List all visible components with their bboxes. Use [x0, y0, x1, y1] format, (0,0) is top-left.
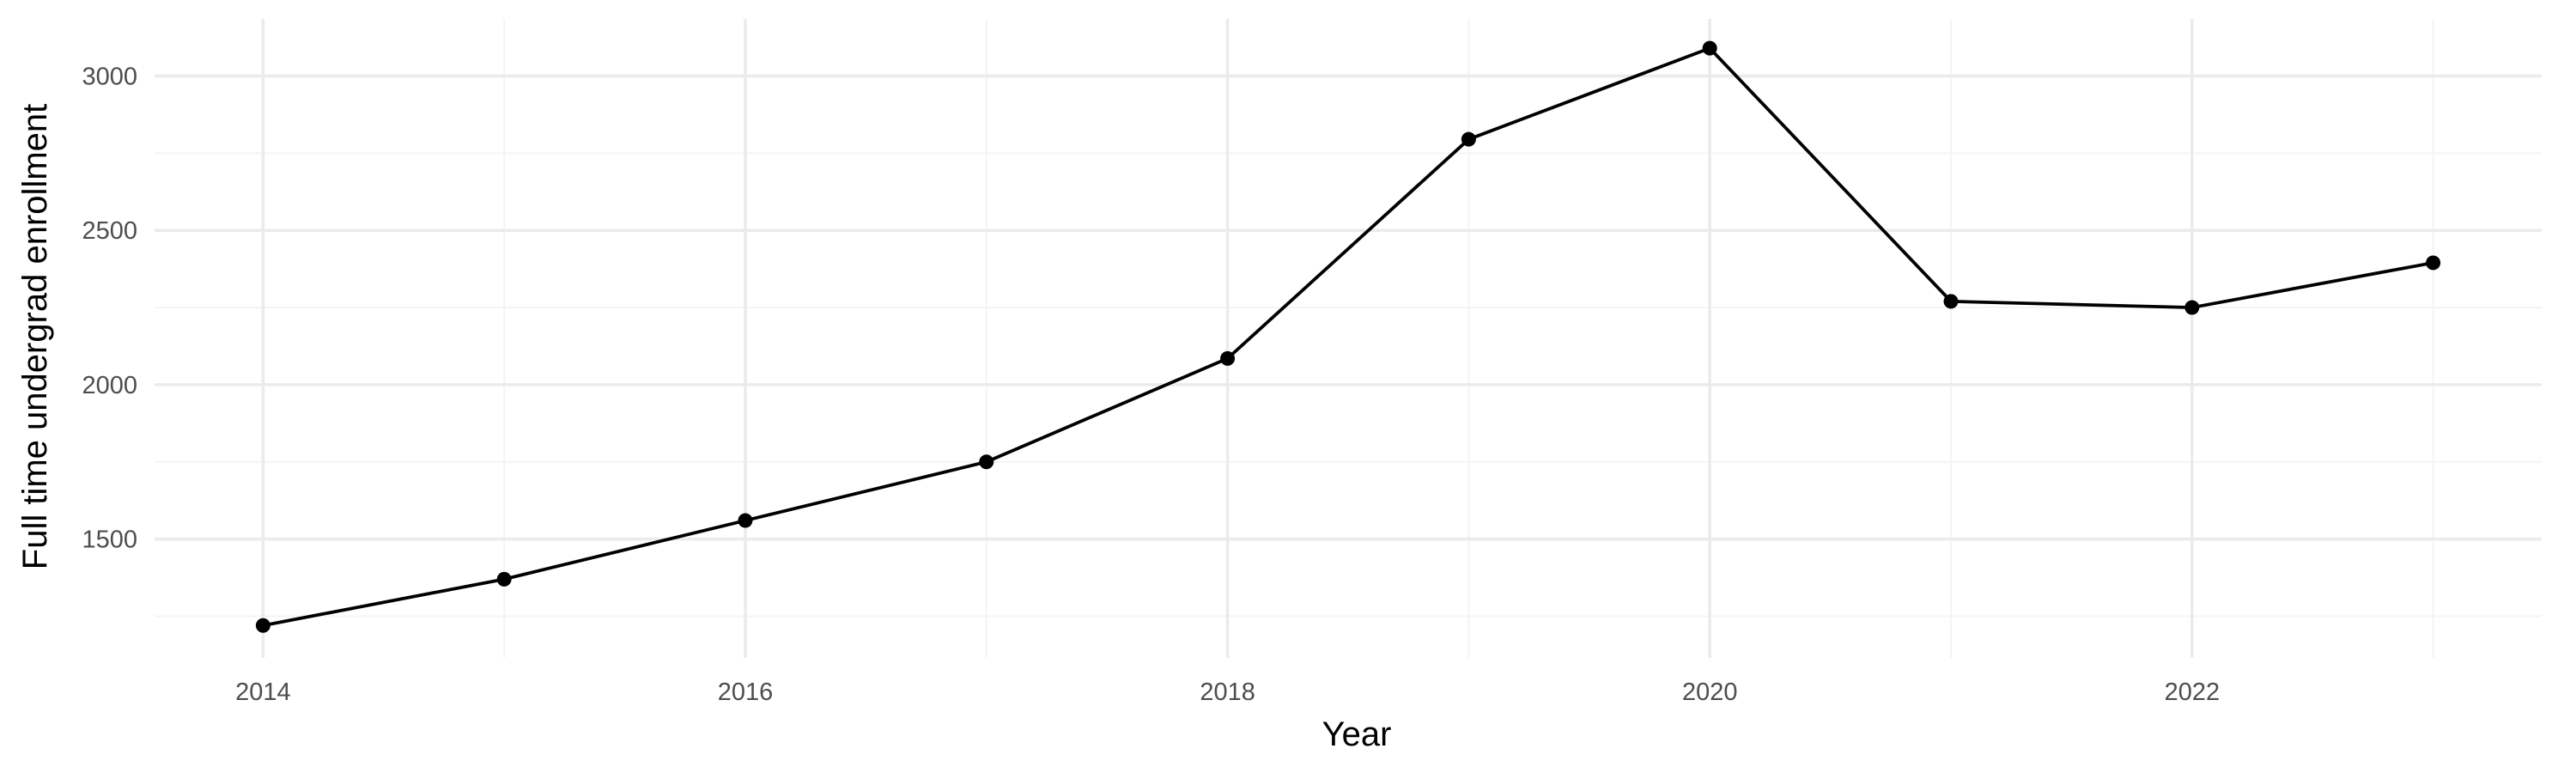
- data-point-2022: [2184, 300, 2200, 315]
- data-point-2017: [979, 454, 994, 470]
- data-point-2019: [1461, 131, 1476, 147]
- data-point-2021: [1943, 294, 1959, 309]
- x-axis-ticks: 2014 2016 2018 2020 2022: [235, 679, 2220, 706]
- x-tick-label-2018: 2018: [1200, 679, 1255, 706]
- x-tick-label-2020: 2020: [1682, 679, 1738, 706]
- y-tick-label-2500: 2500: [82, 217, 137, 245]
- y-axis-ticks: 1500 2000 2500 3000: [82, 63, 137, 553]
- data-point-2016: [738, 513, 753, 528]
- y-tick-label-1500: 1500: [82, 526, 137, 554]
- major-gridlines: [155, 19, 2542, 658]
- y-axis-title: Full time undergrad enrollment: [16, 104, 54, 569]
- data-point-2014: [255, 618, 270, 633]
- x-tick-label-2016: 2016: [718, 679, 774, 706]
- x-tick-label-2014: 2014: [235, 679, 291, 706]
- data-point-2018: [1220, 350, 1236, 366]
- y-tick-label-2000: 2000: [82, 372, 137, 399]
- x-axis-title: Year: [1322, 715, 1392, 753]
- x-tick-label-2022: 2022: [2165, 679, 2221, 706]
- data-point-2023: [2426, 255, 2441, 271]
- series-layer: [255, 40, 2441, 633]
- series-line-0: [263, 46, 2433, 628]
- y-tick-label-3000: 3000: [82, 63, 137, 90]
- data-point-2015: [496, 571, 512, 587]
- data-point-2020: [1702, 40, 1717, 56]
- minor-gridlines: [155, 19, 2542, 658]
